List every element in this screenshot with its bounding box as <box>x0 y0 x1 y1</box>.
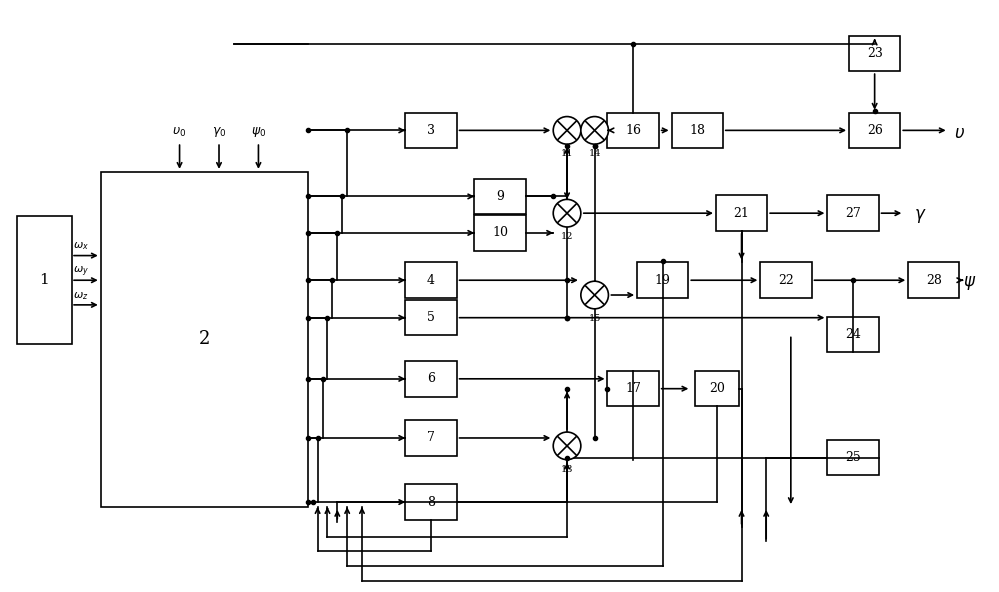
Text: 21: 21 <box>733 207 749 220</box>
Text: 1: 1 <box>40 274 49 287</box>
Bar <box>475 215 525 250</box>
Text: 19: 19 <box>654 274 670 287</box>
Text: 26: 26 <box>867 124 882 137</box>
Text: 2: 2 <box>199 330 210 348</box>
Text: $\omega_z$: $\omega_z$ <box>73 290 89 302</box>
Text: 24: 24 <box>845 328 861 341</box>
Text: 15: 15 <box>588 314 600 323</box>
Text: 10: 10 <box>492 226 508 239</box>
Bar <box>607 112 658 148</box>
Bar <box>17 216 72 345</box>
Text: $\upsilon$: $\upsilon$ <box>953 125 964 142</box>
Bar <box>849 112 900 148</box>
Text: 20: 20 <box>709 382 725 395</box>
Bar <box>694 371 739 407</box>
Bar <box>760 262 811 298</box>
Text: 5: 5 <box>427 311 435 324</box>
Text: 4: 4 <box>427 274 435 287</box>
Text: 27: 27 <box>845 207 861 220</box>
Bar <box>406 420 457 456</box>
Text: 9: 9 <box>497 190 503 203</box>
Text: 6: 6 <box>427 372 435 385</box>
Text: 3: 3 <box>427 124 435 137</box>
Bar <box>827 195 878 231</box>
Bar <box>671 112 723 148</box>
Bar <box>406 262 457 298</box>
Circle shape <box>553 117 580 144</box>
Text: 28: 28 <box>926 274 942 287</box>
Text: 7: 7 <box>427 432 435 445</box>
Text: $\omega_y$: $\omega_y$ <box>73 265 89 279</box>
Bar <box>101 172 308 507</box>
Circle shape <box>553 432 580 459</box>
Text: 11: 11 <box>560 149 573 158</box>
Text: $\upsilon_0$: $\upsilon_0$ <box>173 126 187 139</box>
Text: 25: 25 <box>845 451 861 464</box>
Bar <box>849 36 900 71</box>
Bar <box>406 484 457 520</box>
Bar <box>406 361 457 397</box>
Text: 22: 22 <box>778 274 794 287</box>
Bar <box>475 179 525 214</box>
Circle shape <box>553 200 580 227</box>
Text: $\omega_x$: $\omega_x$ <box>73 241 89 252</box>
Text: $\psi$: $\psi$ <box>963 274 977 292</box>
Text: 18: 18 <box>689 124 705 137</box>
Text: $\psi_0$: $\psi_0$ <box>251 126 266 139</box>
Bar <box>406 112 457 148</box>
Text: 17: 17 <box>625 382 641 395</box>
Text: 12: 12 <box>560 232 573 241</box>
Text: 8: 8 <box>427 496 435 509</box>
Bar <box>607 371 658 407</box>
Circle shape <box>580 117 608 144</box>
Bar <box>637 262 688 298</box>
Text: 13: 13 <box>560 465 573 474</box>
Text: 23: 23 <box>867 47 882 60</box>
Text: $\gamma_0$: $\gamma_0$ <box>212 126 226 139</box>
Bar <box>908 262 959 298</box>
Text: $\gamma$: $\gamma$ <box>914 207 927 225</box>
Bar <box>716 195 767 231</box>
Bar <box>406 300 457 336</box>
Text: 16: 16 <box>625 124 641 137</box>
Bar <box>827 317 878 352</box>
Bar <box>827 440 878 475</box>
Circle shape <box>580 281 608 309</box>
Text: 14: 14 <box>588 149 600 158</box>
